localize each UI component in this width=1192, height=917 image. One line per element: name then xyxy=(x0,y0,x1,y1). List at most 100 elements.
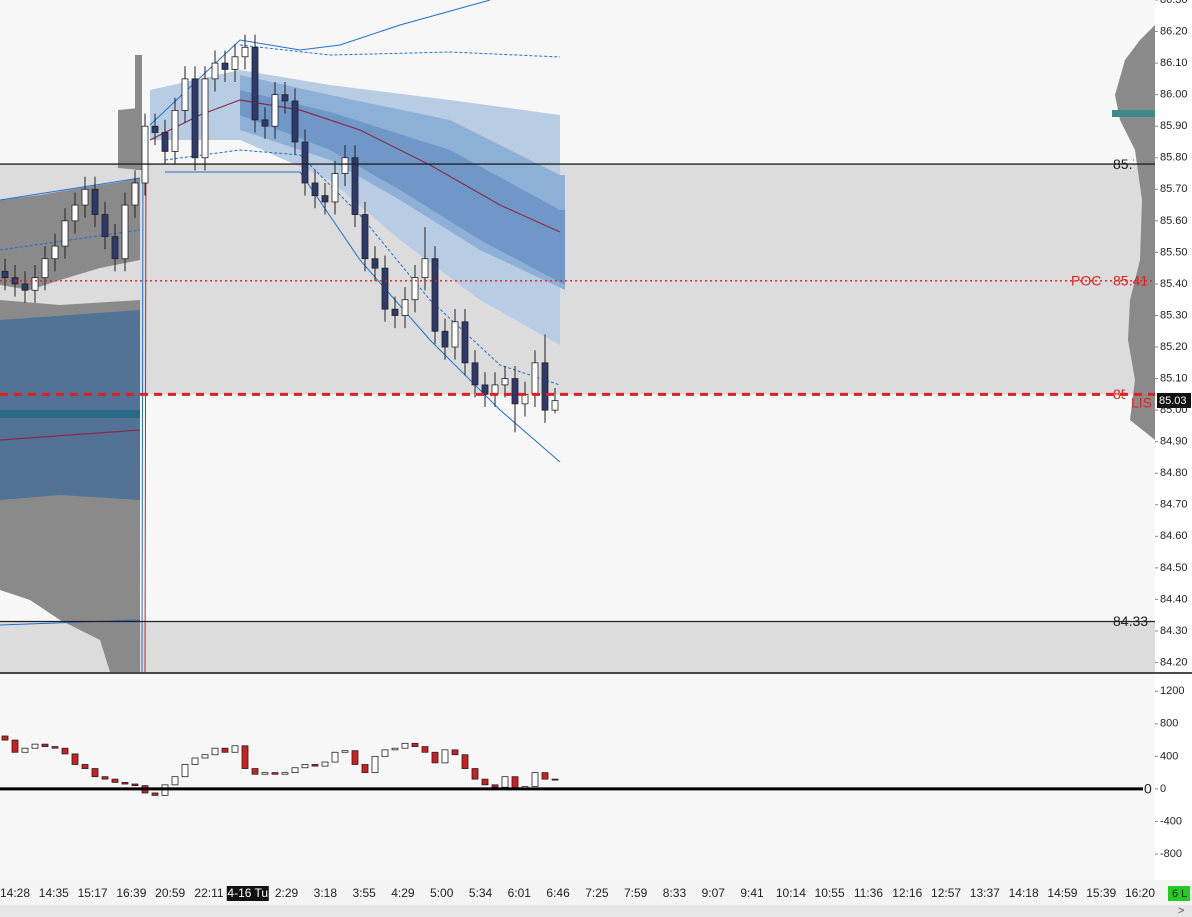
time-highlight xyxy=(226,886,269,901)
oscillator-bar xyxy=(31,743,39,749)
oscillator-bar xyxy=(321,761,329,767)
oscillator-bar xyxy=(291,767,299,774)
x-tick-label: 15:39 xyxy=(1086,886,1116,900)
candle-body xyxy=(341,157,349,174)
x-tick-label: 10:55 xyxy=(815,886,845,900)
x-tick-label: 20:59 xyxy=(155,886,185,900)
candle-body xyxy=(331,173,339,203)
candle-body xyxy=(231,56,239,70)
candle-body xyxy=(131,182,139,206)
oscillator-bar xyxy=(131,783,139,787)
x-tick-label: 22:11 xyxy=(194,886,223,900)
scroll-arrow[interactable]: > xyxy=(1178,905,1184,917)
candle-body xyxy=(151,125,159,133)
y-tick-label: -800 xyxy=(1160,848,1182,860)
oscillator-bar xyxy=(101,776,109,780)
oscillator-bar xyxy=(41,743,49,747)
oscillator-bar xyxy=(231,745,239,753)
candle-body xyxy=(161,132,169,152)
oscillator-bar xyxy=(261,772,269,775)
oscillator-bar xyxy=(451,749,459,756)
oscillator-bar xyxy=(181,764,189,778)
oscillator-bar xyxy=(1,735,9,741)
x-tick-label: 12:57 xyxy=(931,886,961,900)
candle-body xyxy=(281,94,289,102)
x-tick-label: 13:37 xyxy=(970,886,1000,900)
oscillator-bar xyxy=(551,778,559,781)
y-tick-label: 85.20 xyxy=(1160,341,1188,353)
x-tick-label: 14:18 xyxy=(1009,886,1039,900)
candle-body xyxy=(21,283,29,291)
zero-label: 0 xyxy=(1144,781,1152,797)
candle-body xyxy=(431,258,439,332)
y-tick-label: 85.10 xyxy=(1160,372,1188,384)
current-price: 85.03 xyxy=(1159,395,1187,407)
deviation-bands xyxy=(0,0,565,673)
x-tick-label: 6:01 xyxy=(508,886,532,900)
candle-body xyxy=(421,258,429,279)
level-label: 85.05 xyxy=(1113,386,1148,402)
y-tick-label: 84.30 xyxy=(1160,625,1188,637)
y-tick-label: 86.00 xyxy=(1160,89,1188,101)
candle-body xyxy=(551,400,559,411)
level-name: LIS xyxy=(1131,395,1152,411)
candle-body xyxy=(1,270,9,279)
oscillator-bar xyxy=(411,742,419,747)
y-tick-label: 85.40 xyxy=(1160,278,1188,290)
oscillator-bar xyxy=(151,792,159,796)
candle-body xyxy=(271,94,279,127)
candle-body xyxy=(71,204,79,222)
oscillator-bar xyxy=(501,776,509,788)
oscillator-bar xyxy=(61,747,69,755)
oscillator-bar xyxy=(471,768,479,780)
scrollbar[interactable] xyxy=(0,905,1192,917)
y-tick-label: 1200 xyxy=(1160,685,1184,697)
oscillator-bar xyxy=(251,768,259,775)
oscillator-bar xyxy=(21,747,29,753)
candle-body xyxy=(401,299,409,316)
candle-body xyxy=(361,214,369,260)
axis-area xyxy=(1155,0,1192,880)
y-tick-label: 0 xyxy=(1160,783,1166,795)
x-tick-label: 16:20 xyxy=(1125,886,1155,900)
x-tick-label: 6:46 xyxy=(546,886,570,900)
y-tick-label: 85.60 xyxy=(1160,215,1188,227)
oscillator-bar xyxy=(51,746,59,749)
candle-body xyxy=(391,308,399,316)
candle-body xyxy=(371,258,379,269)
oscillator-pane xyxy=(0,674,1155,880)
candle-body xyxy=(121,204,129,260)
oscillator-bar xyxy=(301,764,309,769)
level-label: 85.41 xyxy=(1113,272,1148,288)
oscillator-bar xyxy=(121,781,129,785)
candle-body xyxy=(301,141,309,184)
oscillator-bar xyxy=(431,751,439,764)
oscillator-bar xyxy=(201,754,209,759)
oscillator-bar xyxy=(441,749,449,764)
oscillator-bar xyxy=(281,772,289,775)
oscillator-bar xyxy=(341,750,349,753)
oscillator-bar xyxy=(171,776,179,786)
candle-body xyxy=(191,78,199,159)
candle-body xyxy=(481,384,489,395)
oscillator-bar xyxy=(211,747,219,756)
candle-body xyxy=(251,46,259,121)
candle-body xyxy=(261,119,269,127)
x-tick-label: 2:29 xyxy=(275,886,299,900)
candle-body xyxy=(441,330,449,348)
oscillator-bar xyxy=(71,753,79,765)
candle-body xyxy=(411,277,419,301)
y-tick-label: 800 xyxy=(1160,718,1178,730)
x-tick-label: 3:55 xyxy=(352,886,376,900)
candle-body xyxy=(351,157,359,215)
y-tick-label: 85.50 xyxy=(1160,246,1188,258)
candle-body xyxy=(51,245,59,260)
x-tick-label: 4-16 Tu xyxy=(227,886,268,900)
oscillator-bar xyxy=(371,755,379,774)
x-tick-label: 3:18 xyxy=(314,886,338,900)
oscillator-bar xyxy=(311,764,319,767)
candle-body xyxy=(211,62,219,80)
y-tick-label: 84.90 xyxy=(1160,436,1188,448)
candle-body xyxy=(451,321,459,348)
